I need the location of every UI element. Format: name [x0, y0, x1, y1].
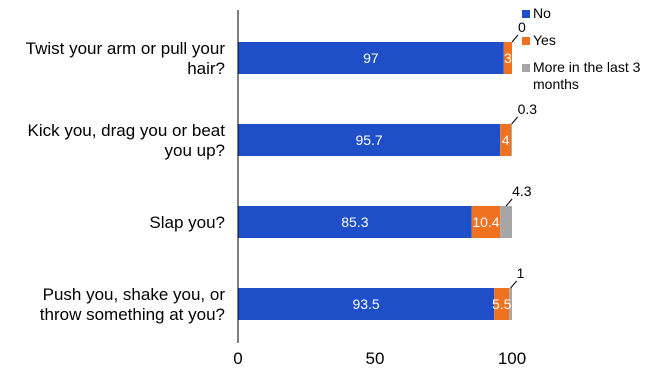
category-label: hair?: [187, 59, 225, 78]
legend-label-no: No: [533, 5, 551, 21]
data-label-more: 4.3: [512, 183, 532, 199]
legend-label-yes: Yes: [533, 32, 556, 48]
bar-more-in-the-last-3-months: [500, 206, 512, 238]
data-label-more: 0: [518, 19, 526, 35]
data-label-no: 85.3: [341, 214, 368, 230]
category-label: throw something at you?: [40, 305, 225, 324]
data-label-more: 1: [517, 265, 525, 281]
leader-line: [510, 280, 518, 289]
bars: [238, 42, 512, 320]
x-tick-label: 0: [233, 349, 242, 368]
bar-no: [238, 124, 501, 156]
bar-no: [238, 288, 495, 320]
legend-swatch-more-in-the-last-3-months: [522, 64, 530, 72]
x-tick-label: 100: [498, 349, 526, 368]
legend-label-more-in-the-last-3-months: More in the last 3: [533, 59, 641, 75]
data-label-yes: 3: [504, 50, 512, 66]
bar-yes: [471, 206, 501, 238]
category-label: you up?: [165, 141, 226, 160]
leader-line: [505, 198, 513, 207]
x-axis-ticks: 0 50 100: [233, 349, 526, 368]
bar-more-in-the-last-3-months: [511, 124, 512, 156]
category-label: Slap you?: [149, 213, 225, 232]
leader-line: [511, 34, 519, 43]
category-label: Push you, shake you, or: [43, 285, 226, 304]
data-label-yes: 4: [502, 132, 510, 148]
bar-no: [238, 206, 472, 238]
bar-more-in-the-last-3-months: [509, 288, 512, 320]
data-label-yes: 5.5: [492, 296, 512, 312]
legend-swatch-no: [522, 10, 530, 18]
data-label-yes: 10.4: [472, 214, 499, 230]
data-label-no: 95.7: [355, 132, 382, 148]
data-label-no: 97: [363, 50, 379, 66]
category-label: Kick you, drag you or beat: [27, 121, 225, 140]
bar-no: [238, 42, 504, 74]
bar-yes: [503, 42, 512, 74]
legend-swatch-yes: [522, 37, 530, 45]
legend-label-more-in-the-last-3-months: months: [533, 76, 579, 92]
category-label: Twist your arm or pull your: [26, 39, 226, 58]
data-label-no: 93.5: [352, 296, 379, 312]
data-label-more: 0.3: [518, 101, 538, 117]
leader-line: [511, 116, 518, 125]
leader-lines: [505, 34, 519, 289]
bar-yes: [494, 288, 510, 320]
bar-yes: [500, 124, 512, 156]
data-labels: 97 30 95.7 4 0.3 85.3 10.4 4.3 93.5 5.5 1: [341, 19, 537, 312]
x-tick-label: 50: [366, 349, 385, 368]
